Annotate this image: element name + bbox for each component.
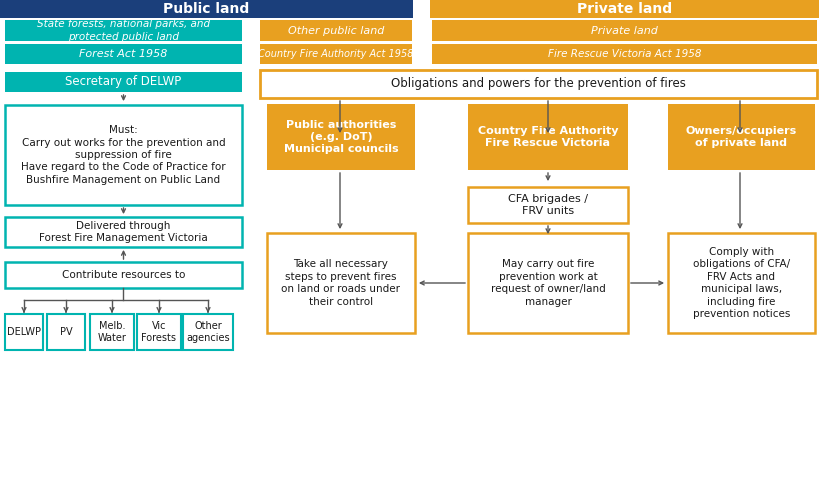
Bar [260, 20, 411, 41]
Text: State forests, national parks, and
protected public land: State forests, national parks, and prote… [37, 20, 210, 41]
Bar [267, 233, 414, 333]
Text: Forest Act 1958: Forest Act 1958 [79, 49, 167, 59]
Bar [432, 20, 816, 41]
Bar [267, 104, 414, 170]
Text: Country Fire Authority
Fire Rescue Victoria: Country Fire Authority Fire Rescue Victo… [477, 126, 618, 148]
Text: CFA brigades /
FRV units: CFA brigades / FRV units [508, 194, 587, 216]
Text: Public authorities
(e.g. DoT)
Municipal councils: Public authorities (e.g. DoT) Municipal … [283, 120, 398, 154]
Text: Must:
Carry out works for the prevention and
suppression of fire
Have regard to : Must: Carry out works for the prevention… [21, 125, 225, 185]
Text: Fire Rescue Victoria Act 1958: Fire Rescue Victoria Act 1958 [547, 49, 700, 59]
Text: Delivered through
Forest Fire Management Victoria: Delivered through Forest Fire Management… [39, 221, 208, 243]
Bar [468, 104, 627, 170]
Bar [429, 0, 819, 18]
Text: Private land: Private land [577, 2, 672, 16]
Text: Public land: Public land [163, 2, 249, 16]
Text: Obligations and powers for the prevention of fires: Obligations and powers for the preventio… [391, 78, 686, 90]
Bar [667, 233, 814, 333]
Text: Vic
Forests: Vic Forests [142, 321, 176, 343]
Bar [183, 314, 233, 350]
Bar [90, 314, 133, 350]
Text: Secretary of DELWP: Secretary of DELWP [66, 76, 181, 88]
Bar [667, 104, 814, 170]
Bar [468, 187, 627, 223]
Bar [5, 72, 242, 92]
Text: Private land: Private land [590, 25, 657, 36]
Bar [5, 262, 242, 288]
Bar [137, 314, 181, 350]
Bar [47, 314, 85, 350]
Text: Melb.
Water: Melb. Water [97, 321, 126, 343]
Bar [5, 217, 242, 247]
Bar [260, 44, 411, 64]
Bar [260, 70, 816, 98]
Bar [0, 0, 413, 18]
Bar [5, 105, 242, 205]
Bar [5, 314, 43, 350]
Text: Owners/occupiers
of private land: Owners/occupiers of private land [685, 126, 796, 148]
Bar [432, 44, 816, 64]
Text: Contribute resources to: Contribute resources to [61, 270, 185, 280]
Text: Country Fire Authority Act 1958: Country Fire Authority Act 1958 [258, 49, 414, 59]
Text: DELWP: DELWP [7, 327, 41, 337]
Text: Take all necessary
steps to prevent fires
on land or roads under
their control: Take all necessary steps to prevent fire… [281, 260, 400, 306]
Text: Comply with
obligations of CFA/
FRV Acts and
municipal laws,
including fire
prev: Comply with obligations of CFA/ FRV Acts… [692, 247, 790, 319]
Bar [5, 44, 242, 64]
Bar [468, 233, 627, 333]
Text: PV: PV [60, 327, 72, 337]
Text: May carry out fire
prevention work at
request of owner/land
manager: May carry out fire prevention work at re… [490, 260, 604, 306]
Text: Other public land: Other public land [287, 25, 384, 36]
Text: Other
agencies: Other agencies [186, 321, 229, 343]
Bar [5, 20, 242, 41]
